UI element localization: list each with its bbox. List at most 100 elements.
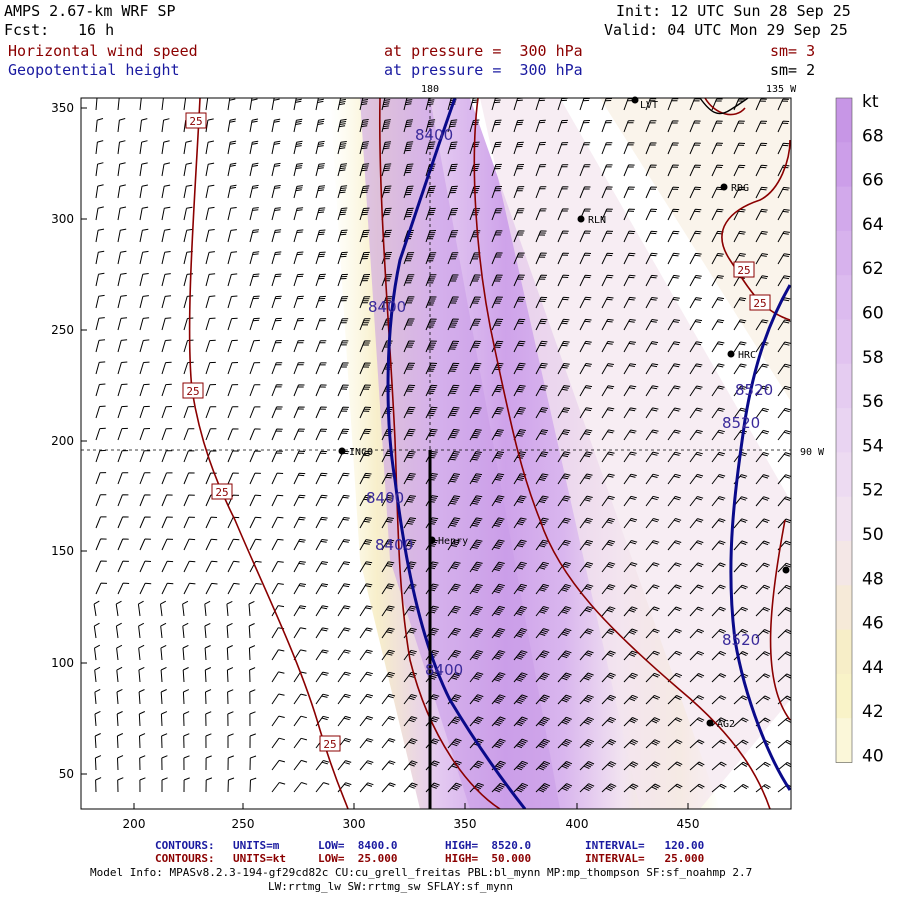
colorbar-level: 46	[862, 614, 884, 634]
x-tick-label: 400	[566, 817, 589, 831]
y-tick-label: 100	[51, 656, 74, 670]
station-dot-ag2	[706, 719, 714, 727]
colorbar-swatch	[836, 319, 852, 365]
speed-label: 25	[323, 738, 336, 751]
x-tick-label: 250	[232, 817, 255, 831]
level-geopotential: at pressure = 300 hPa	[384, 61, 583, 79]
station-label-inco: INCO	[349, 447, 373, 458]
height-label: 8400	[415, 126, 453, 144]
colorbar-level: 54	[862, 436, 884, 456]
contours-height-high: HIGH= 8520.0	[445, 839, 532, 852]
contours-speed-interval: INTERVAL= 25.000	[585, 852, 705, 865]
height-label: 8400	[368, 298, 406, 316]
colorbar-level: 44	[862, 658, 884, 678]
speed-label: 25	[189, 115, 202, 128]
model-info: Model Info: MPASv8.2.3-194-gf29cd82c CU:…	[90, 866, 753, 879]
colorbar-swatch	[836, 142, 852, 188]
speed-label: 25	[737, 264, 750, 277]
station-label-lvt: LVT	[640, 100, 658, 111]
y-tick-label: 250	[51, 323, 74, 337]
colorbar-swatch	[836, 629, 852, 675]
contours-height-units: UNITS=m	[233, 839, 280, 852]
speed-label: 25	[186, 385, 199, 398]
x-tick-label: 200	[123, 817, 146, 831]
colorbar-level: 58	[862, 348, 884, 368]
contours-height-interval: INTERVAL= 120.00	[585, 839, 705, 852]
map-frame	[80, 97, 792, 810]
x-tick-label: 300	[343, 817, 366, 831]
colorbar-swatch	[836, 275, 852, 320]
lon-135w-label: 135 W	[766, 84, 797, 95]
forecast-hour: 16 h	[78, 21, 115, 39]
colorbar-swatch	[836, 452, 852, 498]
stations: LVT RDG RLN HRC INCO Henry AG2	[338, 96, 790, 730]
model-info-2: LW:rrtmg_lw SW:rrtmg_sw SFLAY:sf_mynn	[268, 880, 514, 893]
station-label-rln: RLN	[588, 215, 606, 226]
station-dot-rln	[577, 215, 585, 223]
speed-label: 25	[753, 297, 766, 310]
height-label: 8400	[425, 661, 463, 679]
station-dot-edge	[782, 566, 790, 574]
colorbar-swatch	[836, 363, 852, 409]
station-label-hrc: HRC	[738, 350, 756, 361]
speed-label: 25	[215, 486, 228, 499]
colorbar-swatch	[836, 408, 852, 453]
x-tick-label: 450	[677, 817, 700, 831]
level-wind-speed: at pressure = 300 hPa	[384, 42, 583, 60]
height-label: 8520	[722, 414, 760, 432]
contours-height-label: CONTOURS:	[155, 839, 215, 852]
y-tick-label: 300	[51, 212, 74, 226]
x-axis: 200 250 300 350 400 450	[123, 803, 700, 831]
contours-speed-label: CONTOURS:	[155, 852, 215, 865]
height-labels: 8400 8400 8400 8400 8400 8520 8520 8520	[366, 126, 773, 679]
colorbar-swatch	[836, 541, 852, 586]
contours-height-low: LOW= 8400.0	[318, 839, 398, 852]
smoothing-2: sm= 2	[770, 61, 816, 79]
colorbar-swatch	[836, 186, 852, 232]
model-title: AMPS 2.67-km WRF SP	[4, 2, 176, 20]
height-label: 8400	[366, 489, 404, 507]
x-tick-label: 350	[454, 817, 477, 831]
station-label-ag2: AG2	[717, 719, 735, 730]
station-dot-hrc	[727, 350, 735, 358]
field-wind-speed: Horizontal wind speed	[8, 42, 198, 60]
y-tick-label: 200	[51, 434, 74, 448]
wind-barbs	[93, 98, 791, 793]
field-geopotential: Geopotential height	[8, 61, 180, 79]
station-dot-rdg	[720, 183, 728, 191]
height-label: 8400	[375, 536, 413, 554]
smoothing-1: sm= 3	[770, 42, 816, 60]
station-dot-inco	[338, 447, 346, 455]
colorbar-level: 52	[862, 481, 884, 501]
wind-speed-contours	[188, 98, 791, 809]
y-tick-label: 350	[51, 101, 74, 115]
geopotential-contours	[386, 98, 791, 809]
lon-180-label: 180	[421, 84, 439, 95]
colorbar-swatch	[836, 496, 852, 542]
station-label-henry: Henry	[438, 536, 468, 547]
height-label: 8520	[722, 631, 760, 649]
station-dot-henry	[428, 536, 436, 544]
colorbar-level: 42	[862, 702, 884, 722]
y-axis: 50 100 150 200 250 300 350	[51, 101, 87, 781]
colorbar-level: 60	[862, 304, 884, 324]
lon-90w-label: 90 W	[800, 447, 825, 458]
colorbar-swatch	[836, 230, 852, 276]
forecast-label: Fcst:	[4, 21, 50, 39]
colorbar-level: 56	[862, 392, 884, 412]
colorbar-level: 66	[862, 171, 884, 191]
valid-time: Valid: 04 UTC Mon 29 Sep 25	[604, 21, 848, 39]
colorbar-level: 48	[862, 569, 884, 589]
contours-speed-units: UNITS=kt	[233, 852, 286, 865]
colorbar-level: 40	[862, 747, 884, 767]
y-tick-label: 150	[51, 544, 74, 558]
colorbar-swatch	[836, 673, 852, 719]
speed-labels: 25 25 25 25 25 25	[182, 112, 771, 752]
coast-outline	[699, 97, 749, 115]
colorbar-swatch	[836, 718, 852, 763]
colorbar-level: 68	[862, 126, 884, 146]
colorbar-level: 50	[862, 525, 884, 545]
y-tick-label: 50	[59, 767, 74, 781]
colorbar-swatch	[836, 98, 852, 143]
contours-speed-high: HIGH= 50.000	[445, 852, 532, 865]
